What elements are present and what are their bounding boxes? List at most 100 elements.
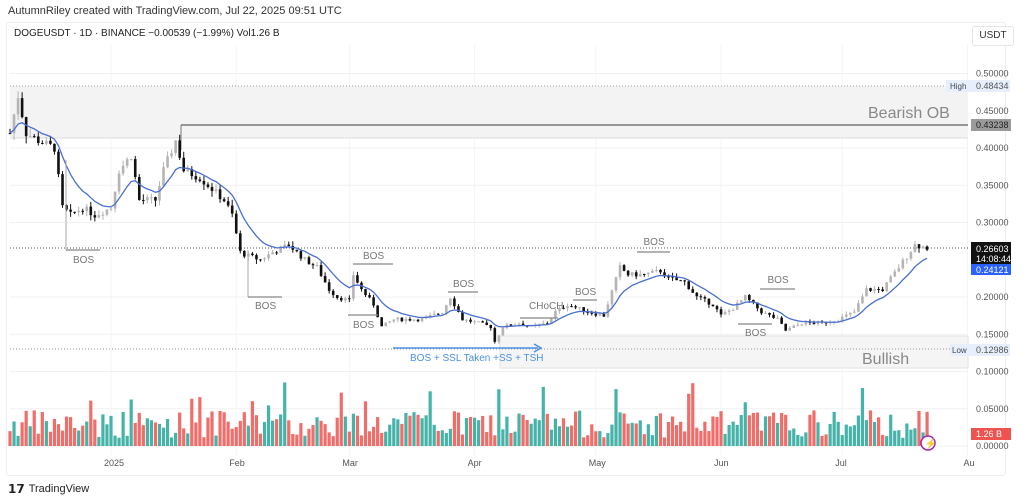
candle-body [477,321,480,323]
candle-body [671,276,674,278]
candle-body [384,322,388,327]
y-tick-label: 0.30000 [976,218,1009,228]
volume-bar [804,432,808,446]
candle-body [206,184,210,187]
volume-bar [553,418,557,446]
volume-bar [129,399,133,446]
candle-body [849,312,852,315]
volume-bar [792,428,796,446]
volume-bar [590,424,594,446]
volume-bar [860,387,865,446]
volume-bar [578,410,582,446]
volume-bar [670,416,675,446]
volume-bar [557,426,562,446]
volume-bar [404,412,408,446]
candle-body [178,140,181,158]
volume-bar [759,430,764,446]
volume-bar [505,416,509,446]
candle-body [166,156,169,168]
candle-body [731,309,735,311]
candle-body [190,168,194,177]
candle-body [489,324,493,329]
candle-body [263,258,266,260]
candle-body [299,251,303,259]
volume-bar [513,431,517,446]
candle-body [428,315,432,317]
volume-bar [16,435,20,446]
bos-label: BOS [353,320,374,331]
volume-bar [36,433,40,446]
volume-bar [545,413,549,446]
candle-body [594,313,598,316]
candle-body [364,289,367,296]
volume-bar [561,418,566,446]
candle-body [642,273,646,275]
candle-body [853,311,856,313]
volume-bar [771,412,776,446]
volume-bar [323,424,327,446]
candle-body [214,189,218,192]
candle-body [578,307,581,309]
low-label: Low [952,346,967,355]
candle-body [485,322,489,325]
volume-bar [675,425,679,446]
candle-body [93,215,97,218]
candle-body [16,98,20,115]
volume-bar [105,424,109,446]
volume-bar [56,424,61,446]
volume-value: 1.26 B [976,429,1002,439]
volume-bar [460,434,465,446]
volume-bar [537,420,541,446]
choch-label: CHoCH [529,301,563,312]
low-value: 0.12986 [976,345,1009,355]
snapshot-credit: AutumnRiley created with TradingView.com… [8,5,342,17]
volume-bar [44,421,48,446]
volume-bar [73,427,77,446]
candle-body [606,304,610,317]
candle-body [255,255,258,260]
currency-scale-button[interactable]: USDT [972,26,1014,46]
candle-body [61,174,64,206]
volume-bar [89,400,93,446]
x-tick-label: Au [963,458,974,468]
candle-body [562,307,565,309]
candle-body [449,298,452,306]
volume-bar [711,416,715,446]
volume-bar [440,430,444,446]
volume-bar [178,412,182,446]
candle-body [566,306,569,309]
volume-bar [509,432,513,446]
symbol-legend[interactable]: DOGEUSDT · 1D · BINANCE −0.00539 (−1.99%… [14,28,280,39]
volume-bar [60,430,65,446]
candle-body [348,298,351,300]
volume-bar [687,393,691,446]
volume-bar [727,424,731,446]
candle-body [32,136,36,138]
volume-bar [739,415,743,446]
x-tick-label: May [589,458,607,468]
candle-body [921,246,925,249]
candle-body [812,322,816,325]
candle-body [901,259,905,269]
candle-body [554,311,557,319]
volume-bar [703,421,707,446]
volume-bar [901,437,905,446]
volume-bar [20,422,24,446]
candle-body [703,297,707,299]
candle-body [117,173,121,192]
volume-bar [372,426,376,446]
volume-bar [598,431,602,446]
volume-bar [157,423,162,446]
candle-body [590,312,594,314]
candle-body [493,328,497,342]
volume-bar [816,422,820,446]
volume-bar [917,410,921,446]
candle-body [271,252,274,255]
candle-body [400,317,404,322]
volume-bar [780,412,784,446]
volume-bar [12,421,16,446]
footer-logo[interactable]: 𝟭𝟳 TradingView [8,482,89,496]
candle-body [881,289,884,292]
candle-body [546,323,549,325]
